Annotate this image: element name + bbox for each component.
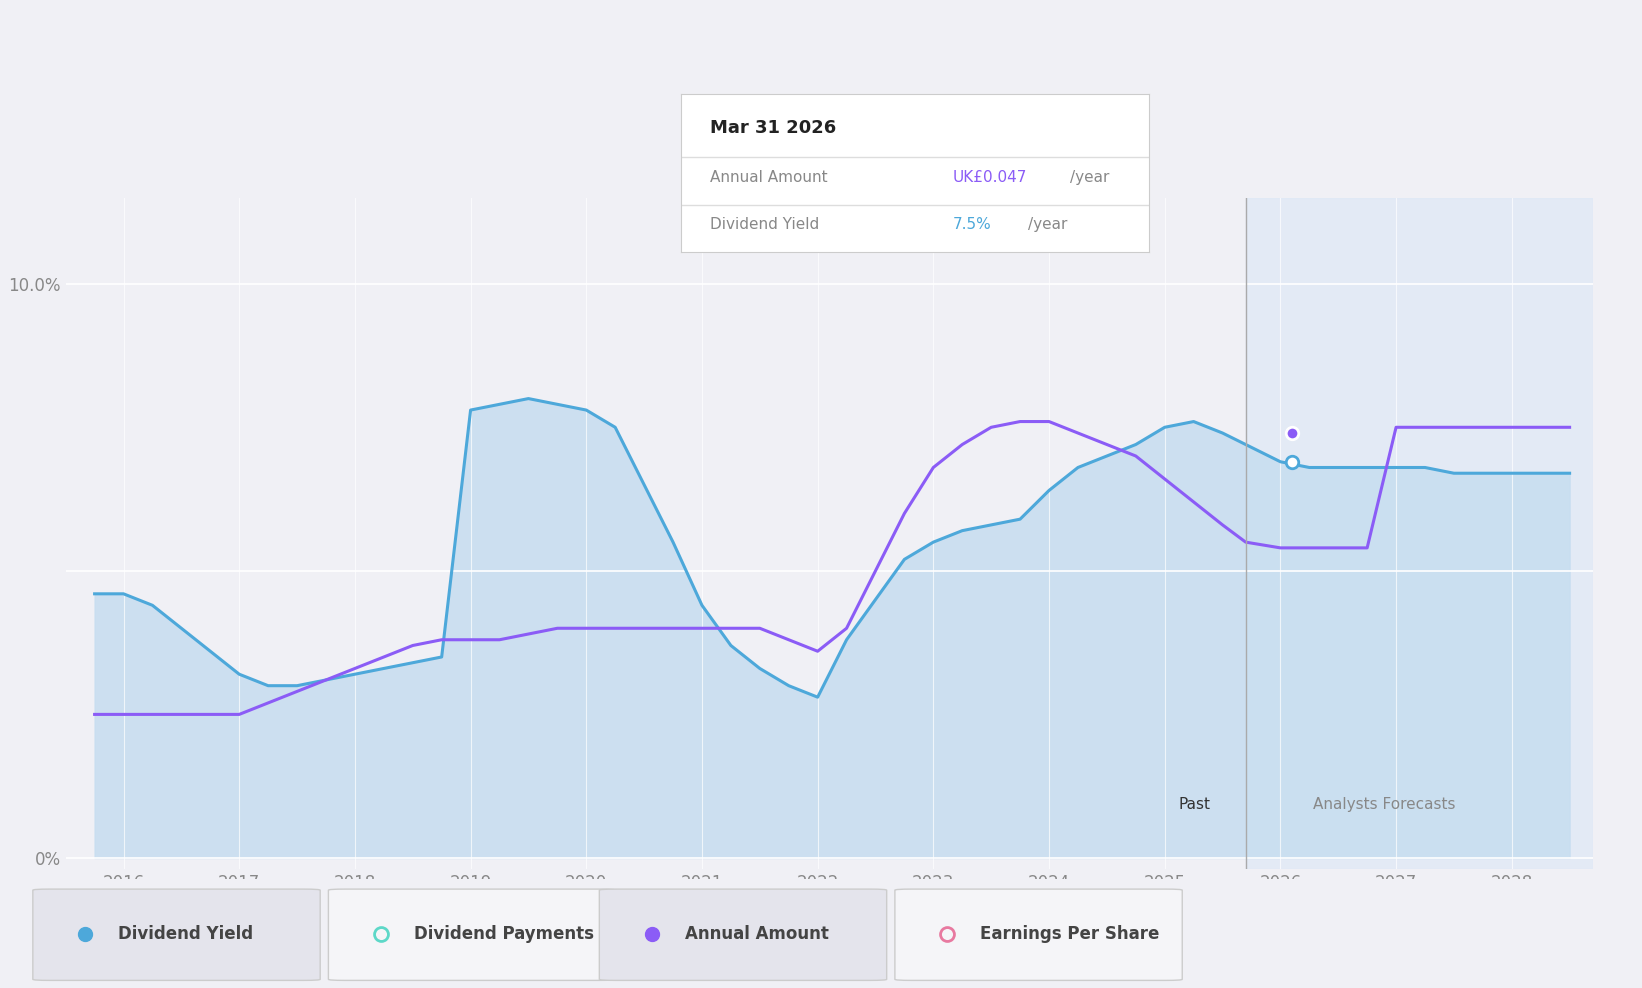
Text: Earnings Per Share: Earnings Per Share xyxy=(980,925,1159,943)
Text: Mar 31 2026: Mar 31 2026 xyxy=(709,120,836,137)
Text: Annual Amount: Annual Amount xyxy=(709,170,828,185)
Text: Analysts Forecasts: Analysts Forecasts xyxy=(1314,797,1456,812)
Text: Past: Past xyxy=(1179,797,1210,812)
Text: Dividend Yield: Dividend Yield xyxy=(709,217,819,232)
Text: /year: /year xyxy=(1028,217,1067,232)
Text: Annual Amount: Annual Amount xyxy=(685,925,829,943)
FancyBboxPatch shape xyxy=(33,889,320,980)
Text: Dividend Payments: Dividend Payments xyxy=(414,925,594,943)
FancyBboxPatch shape xyxy=(328,889,616,980)
FancyBboxPatch shape xyxy=(599,889,887,980)
Text: 7.5%: 7.5% xyxy=(952,217,992,232)
FancyBboxPatch shape xyxy=(895,889,1182,980)
Text: /year: /year xyxy=(1071,170,1110,185)
Text: Dividend Yield: Dividend Yield xyxy=(118,925,253,943)
Text: UK£0.047: UK£0.047 xyxy=(952,170,1028,185)
Bar xyxy=(1246,198,1593,869)
